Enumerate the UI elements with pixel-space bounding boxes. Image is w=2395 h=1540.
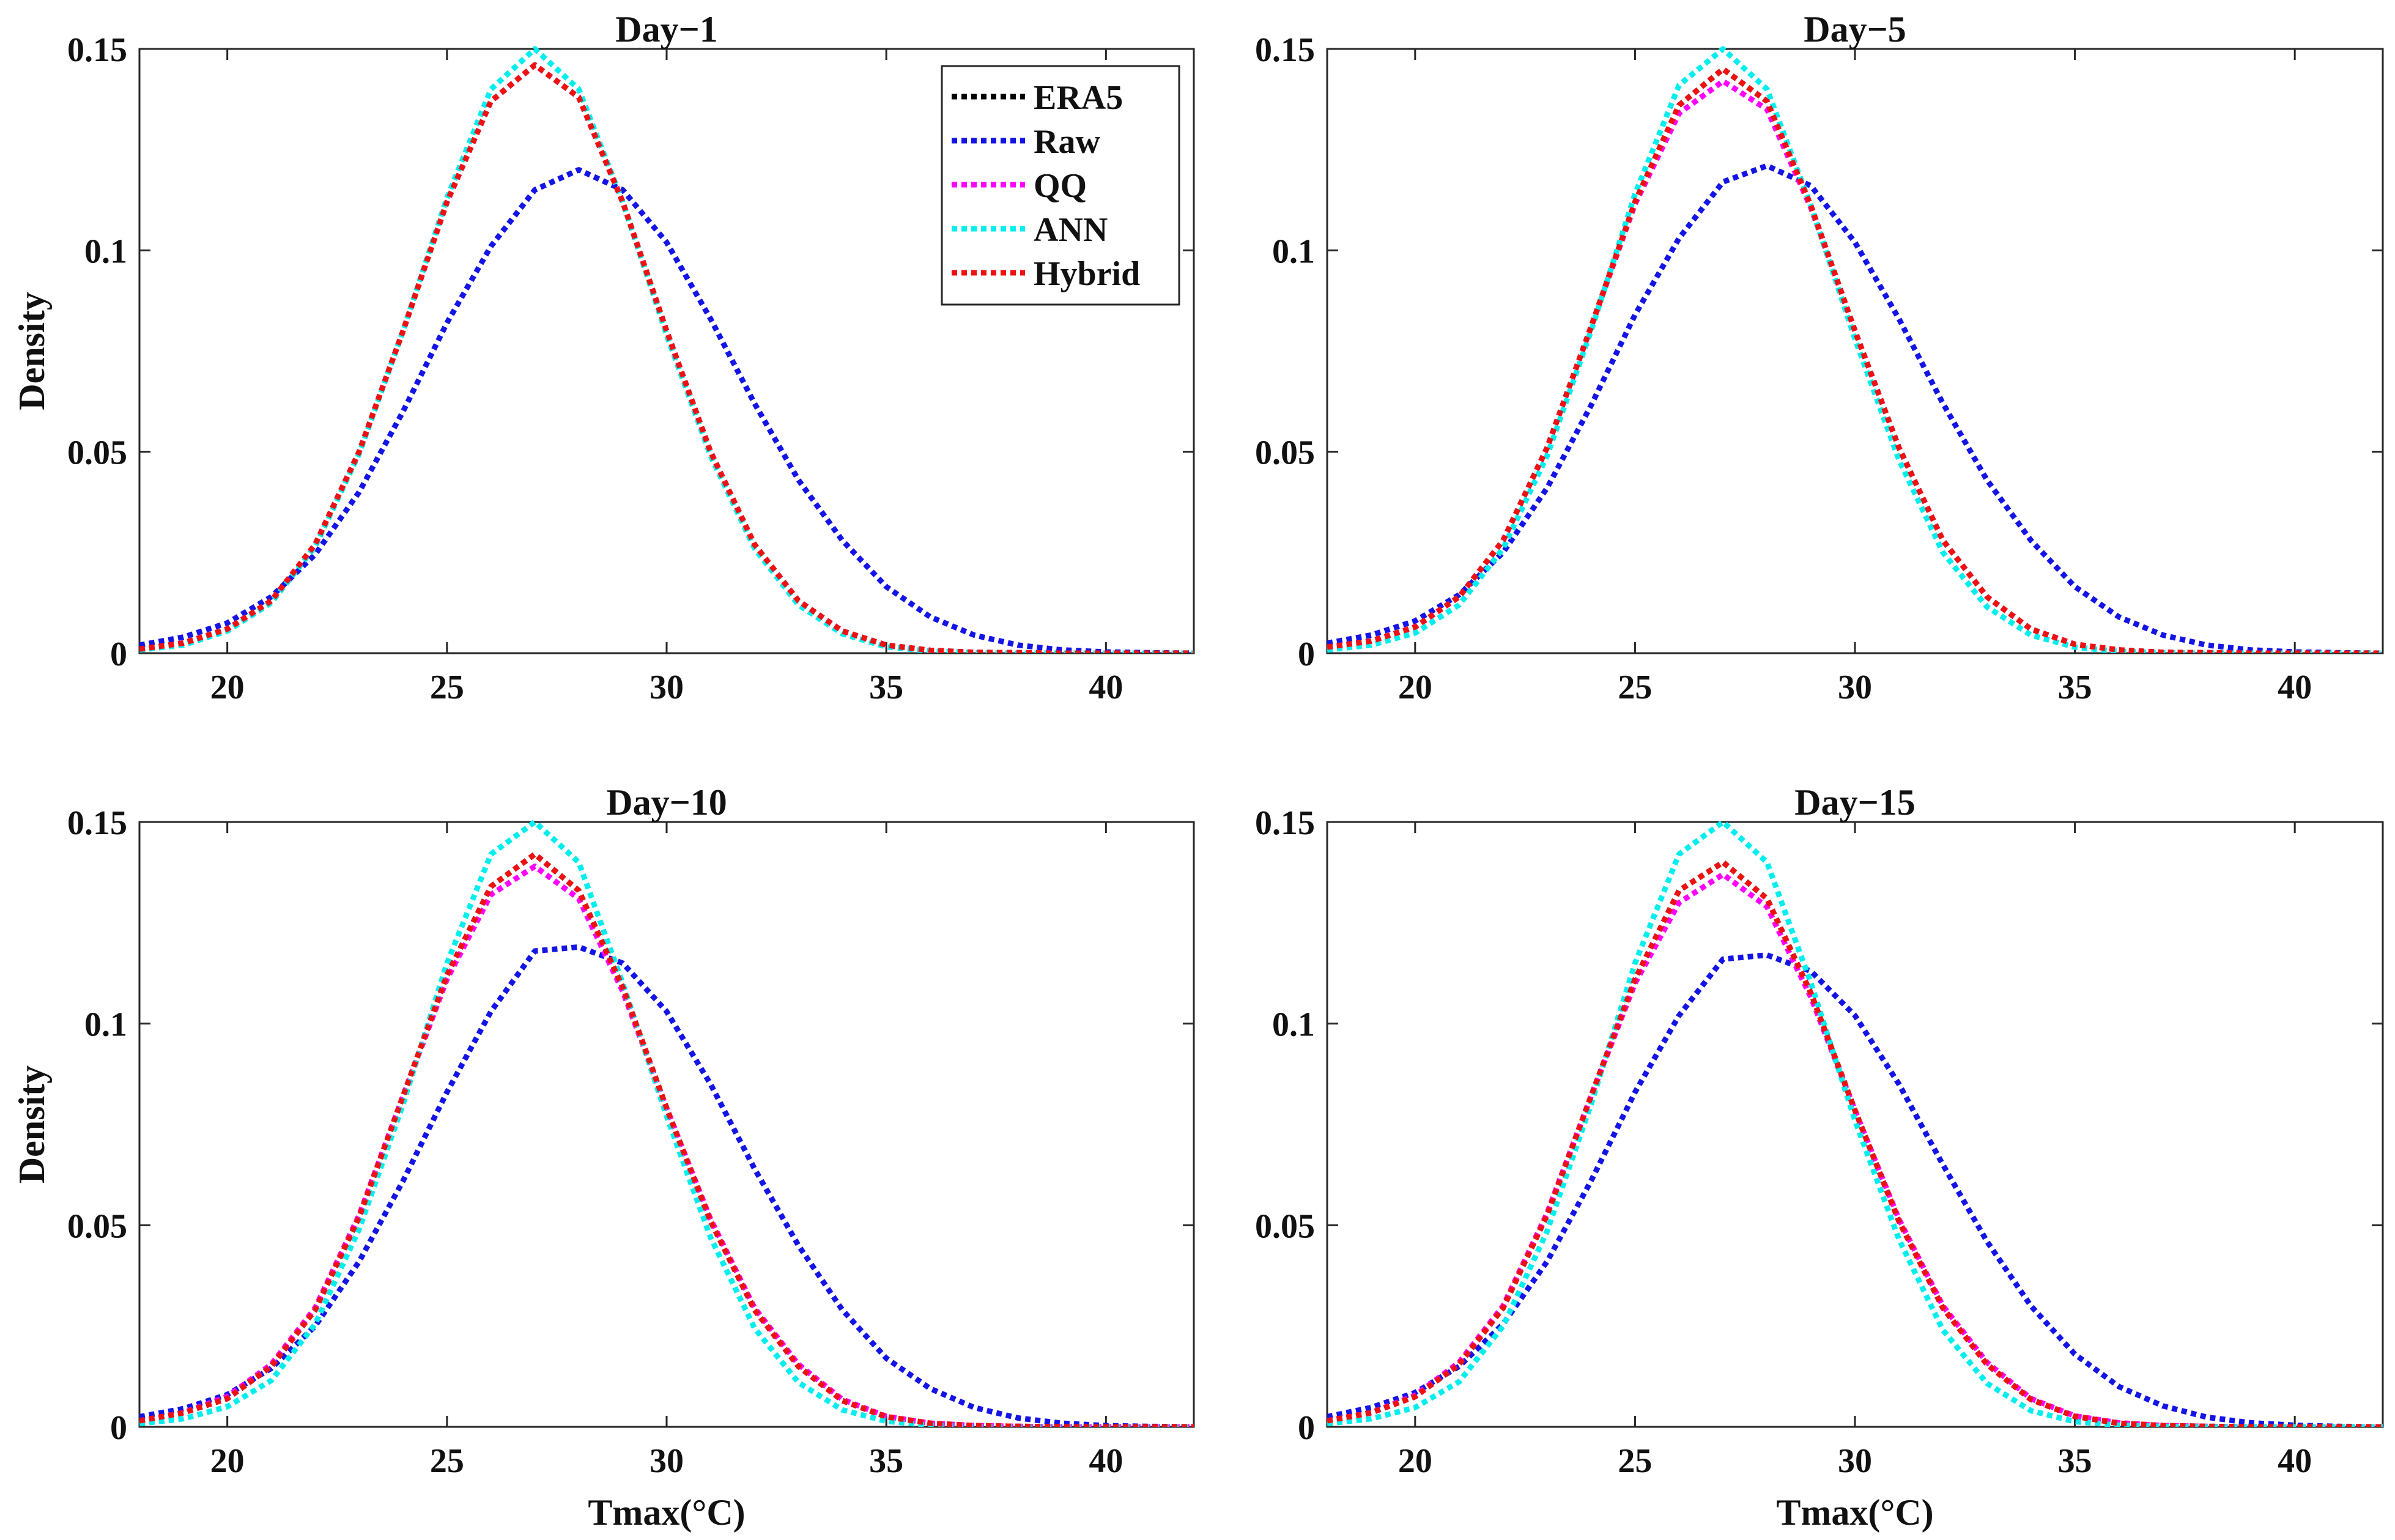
series-line-hybrid bbox=[139, 851, 1194, 1427]
series-group bbox=[1327, 819, 2383, 1427]
chart-title: Day−5 bbox=[1804, 9, 1906, 50]
chart-panel-1: 20 25 30 35 40 0 0.05 0.1 0.15 Day−1 Density ERA5 Ra… bbox=[12, 9, 1195, 706]
x-tick-label: 30 bbox=[1838, 668, 1872, 706]
y-tick-label: 0.1 bbox=[1272, 232, 1315, 270]
chart-panel-3: 20 25 30 35 40 0 0.05 0.1 0.15 Day−10 Tmax(°C) Dens… bbox=[12, 782, 1195, 1533]
plot-area-frame bbox=[138, 821, 1195, 1428]
chart-title: Day−10 bbox=[606, 782, 727, 823]
y-tick-label: 0 bbox=[110, 635, 127, 673]
series-group bbox=[1327, 46, 2383, 653]
x-axis-label: Tmax(°C) bbox=[1776, 1492, 1933, 1533]
y-tick-label: 0 bbox=[1298, 1409, 1315, 1447]
y-tick-label: 0.15 bbox=[1255, 31, 1315, 69]
x-tick-label: 35 bbox=[869, 1442, 903, 1480]
series-line-ann bbox=[1327, 819, 2383, 1427]
x-tick-label: 40 bbox=[2278, 1442, 2312, 1480]
series-line-raw bbox=[139, 167, 1194, 653]
series-group bbox=[139, 819, 1194, 1427]
x-tick-label: 35 bbox=[2058, 1442, 2092, 1480]
chart-title: Day−1 bbox=[615, 9, 718, 50]
legend: ERA5 Raw QQ ANN Hybrid bbox=[941, 65, 1180, 306]
x-axis-label: Tmax(°C) bbox=[588, 1492, 745, 1533]
series-line-raw bbox=[1327, 952, 2383, 1427]
y-tick-label: 0.1 bbox=[84, 232, 127, 270]
legend-label-ann: ANN bbox=[1034, 211, 1108, 249]
series-line-hybrid bbox=[1327, 859, 2383, 1427]
y-tick-label: 0.1 bbox=[84, 1006, 127, 1044]
y-tick-label: 0.15 bbox=[1255, 804, 1315, 842]
x-tick-label: 20 bbox=[1398, 1442, 1432, 1480]
y-tick-label: 0.1 bbox=[1272, 1006, 1315, 1044]
legend-label-hybrid: Hybrid bbox=[1034, 255, 1140, 293]
x-tick-label: 20 bbox=[1398, 668, 1432, 706]
x-tick-label: 40 bbox=[2278, 668, 2312, 706]
x-tick-label: 35 bbox=[869, 668, 903, 706]
series-line-era5 bbox=[1327, 66, 2383, 653]
x-tick-label: 25 bbox=[1618, 1442, 1652, 1480]
x-tick-label: 25 bbox=[430, 668, 464, 706]
x-tick-label: 30 bbox=[650, 1442, 684, 1480]
y-tick-label: 0.05 bbox=[1255, 434, 1315, 472]
x-tick-label: 40 bbox=[1089, 668, 1123, 706]
series-line-raw bbox=[1327, 163, 2383, 653]
legend-label-era5: ERA5 bbox=[1034, 79, 1123, 117]
series-line-hybrid bbox=[139, 62, 1194, 653]
y-axis-label: Density bbox=[12, 1065, 52, 1183]
y-tick-label: 0 bbox=[1298, 635, 1315, 673]
chart-title: Day−15 bbox=[1794, 782, 1916, 823]
y-tick-label: 0.15 bbox=[67, 804, 127, 842]
y-tick-label: 0.05 bbox=[67, 1207, 127, 1245]
y-tick-label: 0.05 bbox=[67, 434, 127, 472]
chart-panel-2: 20 25 30 35 40 0 0.05 0.1 0.15 Day−5 bbox=[1255, 9, 2384, 706]
series-line-raw bbox=[139, 944, 1194, 1427]
x-tick-label: 40 bbox=[1089, 1442, 1123, 1480]
y-tick-label: 0.05 bbox=[1255, 1207, 1315, 1245]
chart-panel-4: 20 25 30 35 40 0 0.05 0.1 0.15 Day−15 Tmax(°C) bbox=[1255, 782, 2384, 1533]
legend-label-qq: QQ bbox=[1034, 167, 1087, 205]
series-line-ann bbox=[1327, 46, 2383, 653]
x-tick-label: 25 bbox=[1618, 668, 1652, 706]
x-tick-label: 20 bbox=[210, 668, 245, 706]
x-tick-label: 25 bbox=[430, 1442, 464, 1480]
series-line-hybrid bbox=[1327, 66, 2383, 653]
x-tick-label: 30 bbox=[1838, 1442, 1872, 1480]
series-group bbox=[139, 46, 1194, 653]
legend-label-raw: Raw bbox=[1034, 123, 1100, 161]
y-tick-label: 0 bbox=[110, 1409, 127, 1447]
x-tick-label: 35 bbox=[2058, 668, 2092, 706]
x-tick-label: 30 bbox=[650, 668, 684, 706]
y-axis-label: Density bbox=[12, 292, 52, 410]
y-tick-label: 0.15 bbox=[67, 31, 127, 69]
series-line-ann bbox=[139, 819, 1194, 1427]
x-tick-label: 20 bbox=[210, 1442, 245, 1480]
